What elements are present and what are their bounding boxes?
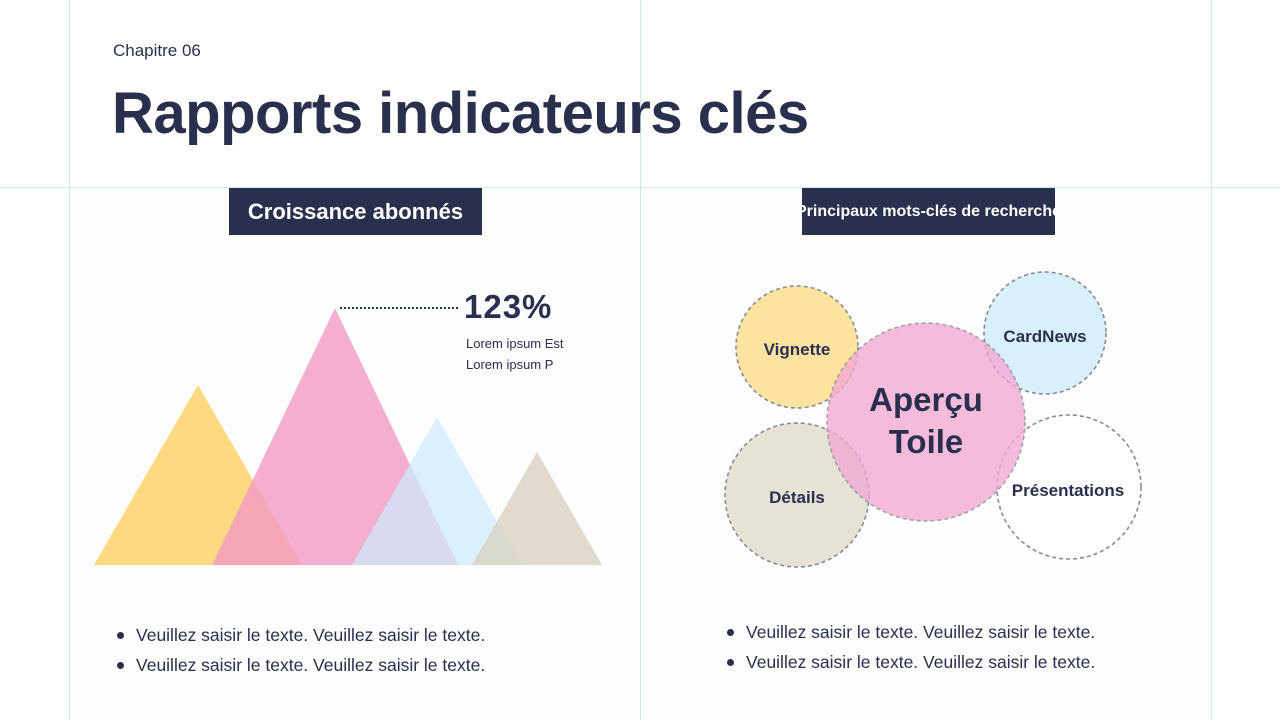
bubble-cardnews — [983, 271, 1107, 395]
guide-line — [1211, 0, 1212, 720]
bubble-apercu — [826, 322, 1026, 522]
guide-line — [640, 0, 641, 720]
triangle-blue — [352, 417, 522, 565]
stat-caption: Lorem ipsum Est — [466, 336, 564, 351]
bubble-vignette — [735, 285, 859, 409]
list-item: Veuillez saisir le texte. Veuillez saisi… — [723, 652, 1095, 673]
heading-text: Principaux mots-clés de recherche — [802, 202, 1055, 220]
chapter-label: Chapitre 06 — [113, 41, 201, 60]
section-heading-keywords: Principaux mots-clés de recherche — [802, 188, 1055, 235]
right-bullet-list: Veuillez saisir le texte. Veuillez saisi… — [723, 622, 1095, 682]
bubble-label: CardNews — [1003, 327, 1087, 346]
bubble-label: Présentations — [1011, 481, 1125, 500]
list-item: Veuillez saisir le texte. Veuillez saisi… — [113, 655, 485, 676]
list-item: Veuillez saisir le texte. Veuillez saisi… — [723, 622, 1095, 643]
dotted-leader — [340, 307, 458, 309]
left-bullet-list: Veuillez saisir le texte. Veuillez saisi… — [113, 625, 485, 685]
bubble-label-main: Aperçu Toile — [869, 381, 983, 460]
list-item: Veuillez saisir le texte. Veuillez saisi… — [113, 625, 485, 646]
bubble-label: Vignette — [763, 340, 831, 359]
growth-stat: 123% — [464, 288, 553, 325]
stat-caption: Lorem ipsum P — [466, 357, 554, 372]
triangle-beige — [472, 452, 602, 565]
guide-line — [69, 0, 70, 720]
guide-line — [0, 187, 1280, 188]
page-title: Rapports indicateurs clés — [112, 81, 809, 146]
section-heading-subscribers: Croissance abonnés — [229, 188, 482, 235]
bubble-label: Détails — [769, 488, 825, 507]
